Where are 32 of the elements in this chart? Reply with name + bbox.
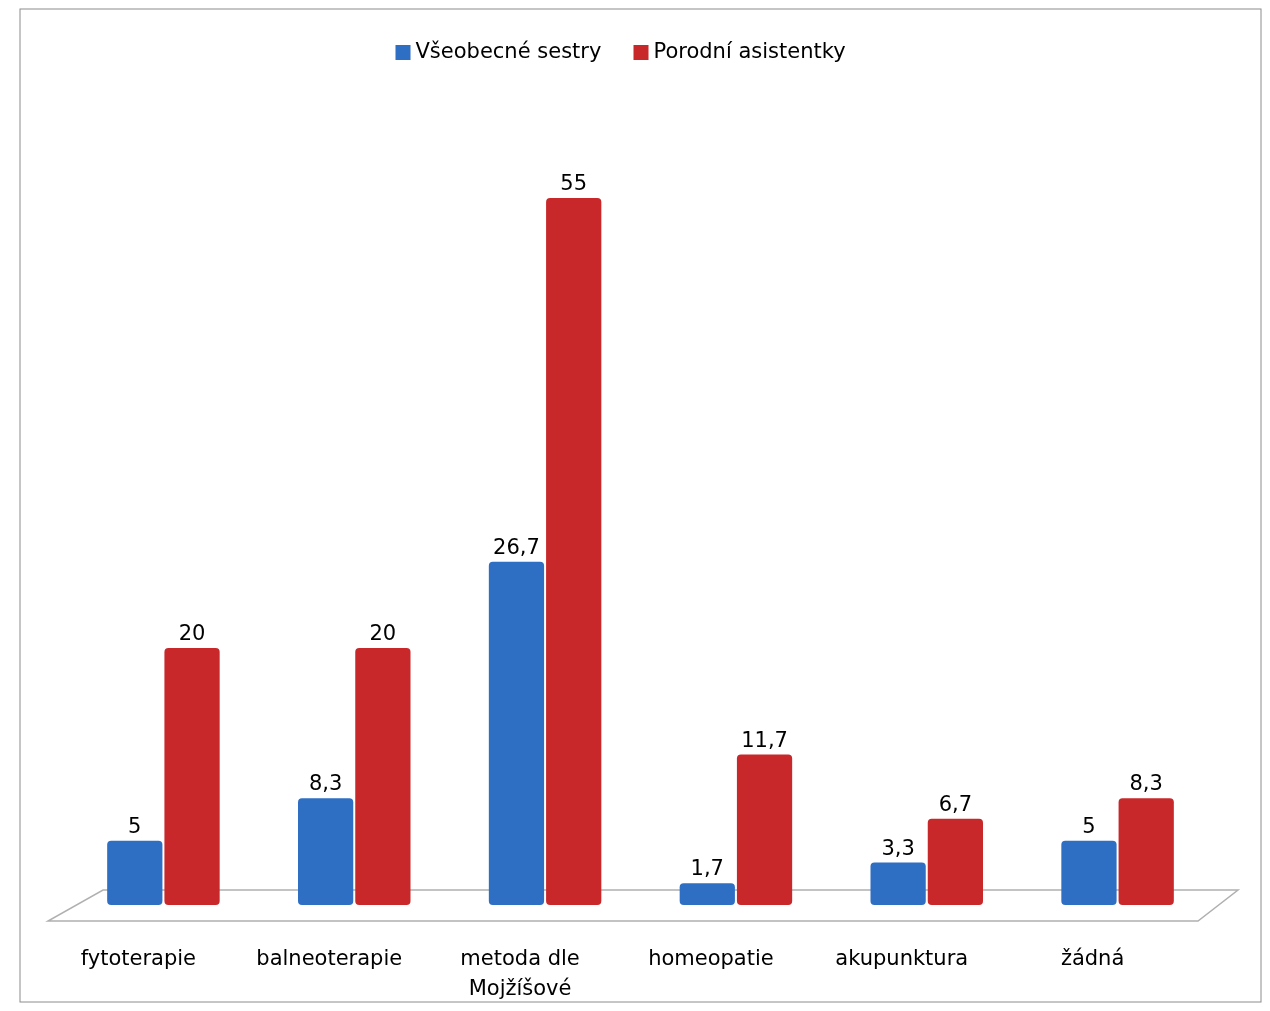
data-label: 20 [369,620,397,645]
bar [107,840,163,905]
data-label: 11,7 [741,727,788,752]
data-label: 5 [128,813,142,838]
bar [488,561,545,905]
bar [355,647,411,905]
x-tick-label: balneoterapie [256,946,403,970]
x-tick-label: metoda dle Mojžíšové [460,946,580,1000]
x-tick-label: akupunktura [835,946,969,970]
data-label: 26,7 [493,534,540,559]
legend-label: Všeobecné sestry [415,39,602,63]
x-tick-label: homeopatie [648,946,774,970]
bar [1118,798,1174,905]
data-label: 5 [1082,813,1096,838]
data-label: 6,7 [938,791,973,816]
bar [870,862,926,905]
bar [298,798,354,905]
x-tick-label: fytoterapie [80,946,197,970]
bar [164,647,220,905]
data-label: 3,3 [881,835,915,860]
bar [736,754,793,905]
bar [679,883,735,905]
data-label: 8,3 [1129,771,1163,796]
data-label: 8,3 [308,771,343,796]
legend-label: Porodní asistentky [653,39,846,63]
bar [1061,840,1117,905]
data-label: 1,7 [690,856,724,881]
data-label: 20 [178,620,206,645]
bar [546,198,602,905]
x-tick-label: žádná [1060,946,1125,970]
data-label: 55 [560,171,588,195]
bar [927,818,983,905]
